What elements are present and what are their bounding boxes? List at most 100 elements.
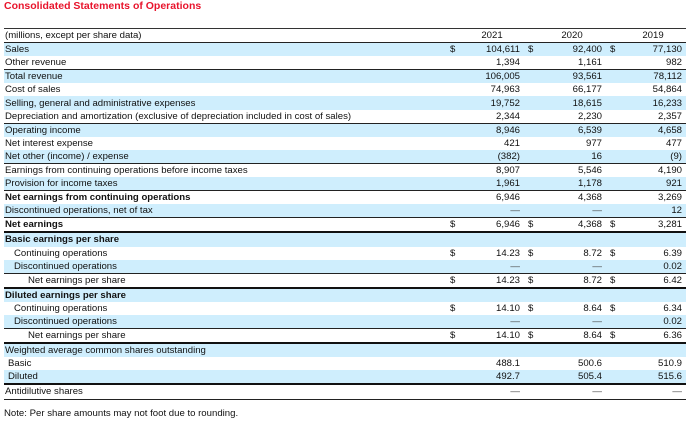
value-2019: 2,357 [620,109,686,124]
currency-symbol [446,204,460,219]
value-2021: 2,344 [460,109,524,124]
table-row-basic-eps-header: Basic earnings per share [4,231,686,247]
value-2019: 78,112 [620,69,686,84]
currency-symbol [524,69,538,84]
page-title: Consolidated Statements of Operations [4,0,202,12]
currency-symbol: $ [446,301,460,315]
currency-symbol [446,56,460,71]
currency-symbol [606,383,620,400]
table-row-net-interest: Net interest expense 421 977 477 [4,136,686,150]
table-row-diluted-net-eps: Net earnings per share $ 14.10 $ 8.64 $ … [4,328,686,344]
table-row-net-earnings-continuing: Net earnings from continuing operations … [4,190,686,205]
currency-symbol [606,149,620,164]
row-label: Discontinued operations [4,314,446,330]
table-row-diluted-eps-header: Diluted earnings per share [4,286,686,302]
value-2019: 0.02 [620,259,686,274]
year-2020: 2020 [538,27,606,44]
value-2021: 1,961 [460,177,524,192]
currency-symbol: $ [446,246,460,260]
currency-symbol [446,190,460,205]
currency-symbol [446,96,460,110]
row-label: Basic [4,357,446,371]
row-label: Diluted [4,370,446,385]
value-2019: 0.02 [620,314,686,330]
value-2020: 8.72 [538,246,606,260]
table-row-ebt: Earnings from continuing operations befo… [4,163,686,178]
row-label: Sales [4,42,446,57]
currency-symbol [524,204,538,219]
value-2021: 6,946 [460,217,524,233]
value-2019: 3,269 [620,190,686,205]
currency-symbol: $ [446,273,460,288]
currency-symbol: $ [606,42,620,57]
value-2020: 6,539 [538,123,606,137]
row-label: Continuing operations [4,246,446,260]
currency-symbol: $ [524,328,538,344]
row-label: Operating income [4,123,446,137]
currency-symbol [606,109,620,124]
table-row-basic-shares: Basic 488.1 500.6 510.9 [4,357,686,371]
table-row-sga: Selling, general and administrative expe… [4,96,686,110]
row-label: Discontinued operations [4,259,446,274]
currency-symbol [524,149,538,164]
value-2021: 8,946 [460,123,524,137]
value-2021: 8,907 [460,163,524,178]
value-2020: 8.64 [538,301,606,315]
table-row-other-revenue: Other revenue 1,394 1,161 982 [4,56,686,71]
value-2020: 505.4 [538,370,606,385]
currency-symbol [446,163,460,178]
table-row-discontinued-ops: Discontinued operations, net of tax — — … [4,204,686,219]
row-label: Weighted average common shares outstandi… [4,342,446,358]
table-row-diluted-discontinued: Discontinued operations — — 0.02 [4,314,686,330]
currency-symbol: $ [606,328,620,344]
value-2019: 510.9 [620,357,686,371]
value-2020: 977 [538,136,606,150]
currency-symbol [606,123,620,137]
value-2021: 74,963 [460,83,524,97]
value-2021: 6,946 [460,190,524,205]
currency-symbol: $ [446,328,460,344]
currency-symbol [446,314,460,330]
currency-symbol [606,83,620,97]
currency-symbol: $ [524,301,538,315]
value-2021: 421 [460,136,524,150]
currency-symbol [524,136,538,150]
currency-symbol [446,123,460,137]
value-2019: 6.42 [620,273,686,288]
header-row: (millions, except per share data) 2021 2… [4,27,686,44]
table-row-basic-net-eps: Net earnings per share $ 14.23 $ 8.72 $ … [4,273,686,288]
row-label: Net earnings [4,217,446,233]
row-label: Net interest expense [4,136,446,150]
table-row-net-other: Net other (income) / expense (382) 16 (9… [4,149,686,164]
value-2019: 54,864 [620,83,686,97]
year-2019: 2019 [620,27,686,44]
value-2020: — [538,383,606,400]
currency-symbol [446,149,460,164]
table-row-depreciation: Depreciation and amortization (exclusive… [4,109,686,124]
currency-symbol: $ [606,301,620,315]
row-label: Net other (income) / expense [4,149,446,164]
currency-symbol [606,56,620,71]
currency-symbol [524,370,538,385]
value-2019: 3,281 [620,217,686,233]
value-2021: 14.23 [460,273,524,288]
value-2019: 77,130 [620,42,686,57]
currency-symbol [446,383,460,400]
value-2020: — [538,314,606,330]
value-2020: 4,368 [538,190,606,205]
currency-symbol [524,83,538,97]
currency-symbol [524,163,538,178]
value-2020: 93,561 [538,69,606,84]
row-label: Antidilutive shares [4,383,446,400]
value-2019: 6.34 [620,301,686,315]
currency-symbol [524,123,538,137]
statements-table: (millions, except per share data) 2021 2… [4,27,686,400]
value-2021: (382) [460,149,524,164]
currency-symbol [446,259,460,274]
currency-symbol [524,383,538,400]
currency-symbol [524,56,538,71]
value-2019: 4,658 [620,123,686,137]
value-2019: 6.36 [620,328,686,344]
row-label: Earnings from continuing operations befo… [4,163,446,178]
table-row-sales: Sales $ 104,611 $ 92,400 $ 77,130 [4,42,686,57]
